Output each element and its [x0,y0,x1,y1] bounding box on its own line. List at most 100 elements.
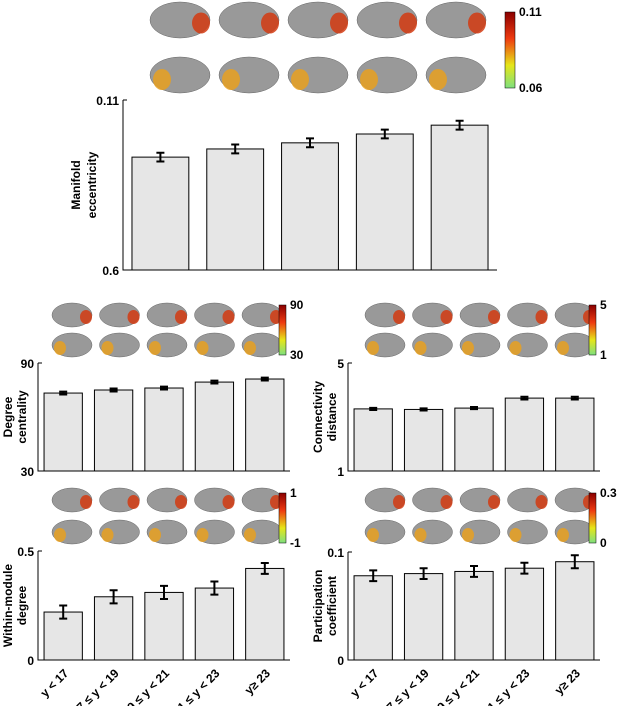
brain-highlight [175,310,187,324]
colorbar [588,304,597,356]
bar [353,575,393,661]
x-tick-label: 17 ≤ y < 19 [379,666,432,706]
brain-highlight [330,12,348,34]
y-axis-label: coefficient [325,576,339,636]
brain-highlight [488,495,500,509]
colorbar-max: 90 [290,298,304,312]
colorbar [588,492,597,544]
error-bar [419,567,428,580]
error-bar [210,379,219,385]
error-bar [109,387,118,393]
brain-highlight [196,341,209,355]
error-bar [369,406,378,411]
brain-highlight [414,528,427,542]
brain-highlight [367,341,379,355]
brain-highlight [149,528,161,542]
y-tick-label: 0.5 [17,545,34,559]
error-bar [470,406,478,411]
error-bar [231,143,240,155]
bar [454,570,494,661]
brain-highlight [462,528,474,542]
brain-highlight [80,310,92,324]
y-tick-label: 5 [337,357,344,371]
colorbar-min: 1 [600,348,607,362]
brain-highlight [488,310,500,324]
y-axis-label: centrality [15,390,29,444]
bar [281,142,339,271]
error-bar [520,395,529,401]
brain-highlight [535,495,548,509]
error-bar [156,151,165,163]
bar [93,389,134,472]
y-axis-label: degree [15,586,29,626]
brain-highlight [462,341,474,355]
y-tick-label: 30 [21,465,35,479]
error-bar [59,390,68,396]
bar [43,392,83,472]
brain-highlight [360,69,378,90]
y-tick-label: 90 [21,357,35,371]
brain-highlight [192,12,210,34]
colorbar-max: 0.11 [519,5,542,19]
colorbar-min: 0.06 [519,81,543,95]
brain-highlight [196,528,209,542]
y-axis-label: Within-module [1,564,15,648]
brain-highlight [222,310,235,324]
brain-highlight [557,528,569,542]
colorbar [278,304,287,356]
y-tick-label: 0.1 [327,546,344,560]
bar [430,124,489,271]
brain-highlight [557,341,569,355]
error-bar [160,385,168,391]
y-tick-label: 0.11 [96,94,119,108]
y-tick-label: 0 [27,654,34,668]
x-tick-label: y≥ 23 [242,666,273,697]
brain-highlight [222,495,235,509]
brain-highlight [80,495,92,509]
brain-highlight [244,528,256,542]
error-bar [369,569,378,583]
brain-highlight [54,528,66,542]
brain-highlight [399,12,417,34]
colorbar-min: 0 [600,536,607,550]
brain-highlight [509,528,522,542]
bar [504,397,545,472]
y-tick-label: 0 [337,654,344,668]
y-axis-label: eccentricity [85,151,99,218]
bar [355,133,414,271]
x-tick-label: y≥ 23 [552,666,583,697]
error-bar [520,561,529,575]
error-bar [306,137,314,149]
colorbar-max: 0.3 [600,486,617,500]
bar [206,148,265,271]
brain-highlight [393,495,405,509]
error-bar [470,565,478,578]
bar [194,587,235,661]
bar [454,407,494,472]
error-bar [59,604,68,620]
error-bar [380,128,389,140]
y-axis-label: Degree [1,396,15,437]
y-axis-label: Manifold [69,160,83,209]
bar [43,611,83,661]
colorbar-max: 5 [600,298,607,312]
bar [403,408,444,472]
x-tick-label: 17 ≤ y < 19 [69,666,122,706]
error-bar [570,395,579,401]
brain-highlight [440,495,453,509]
bar [245,567,285,661]
brain-highlight [149,341,161,355]
brain-highlight [54,341,66,355]
bar [144,591,184,661]
x-tick-label: y < 17 [38,666,72,700]
x-tick-label: 21 ≤ y < 23 [480,666,533,706]
brain-highlight [101,341,114,355]
error-bar [210,580,219,596]
brain-highlight [127,310,140,324]
brain-highlight [535,310,548,324]
brain-highlight [244,341,256,355]
bar [353,408,393,472]
bar [131,156,190,271]
colorbar-min: 30 [290,348,304,362]
